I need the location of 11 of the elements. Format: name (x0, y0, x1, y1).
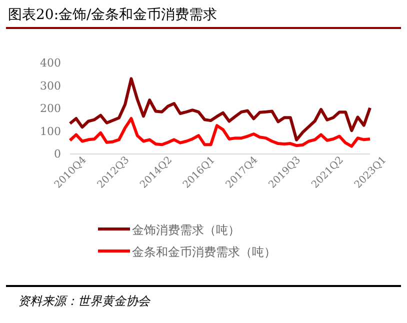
legend-label: 金条和金币消费需求（吨） (132, 245, 276, 259)
y-tick-label: 0 (54, 148, 61, 161)
line-series (68, 117, 372, 148)
y-tick-label: 200 (40, 102, 61, 116)
line-series (68, 77, 372, 142)
y-tick-label: 100 (40, 124, 61, 138)
y-tick-label: 400 (40, 56, 61, 70)
legend-label: 金饰消费需求（吨） (132, 223, 240, 237)
text: 资料来源：世界黄金协会 (18, 294, 151, 308)
chart-title: 图表20:金饰/金条和金币消费需求 (8, 7, 218, 23)
y-tick-label: 300 (40, 79, 61, 92)
